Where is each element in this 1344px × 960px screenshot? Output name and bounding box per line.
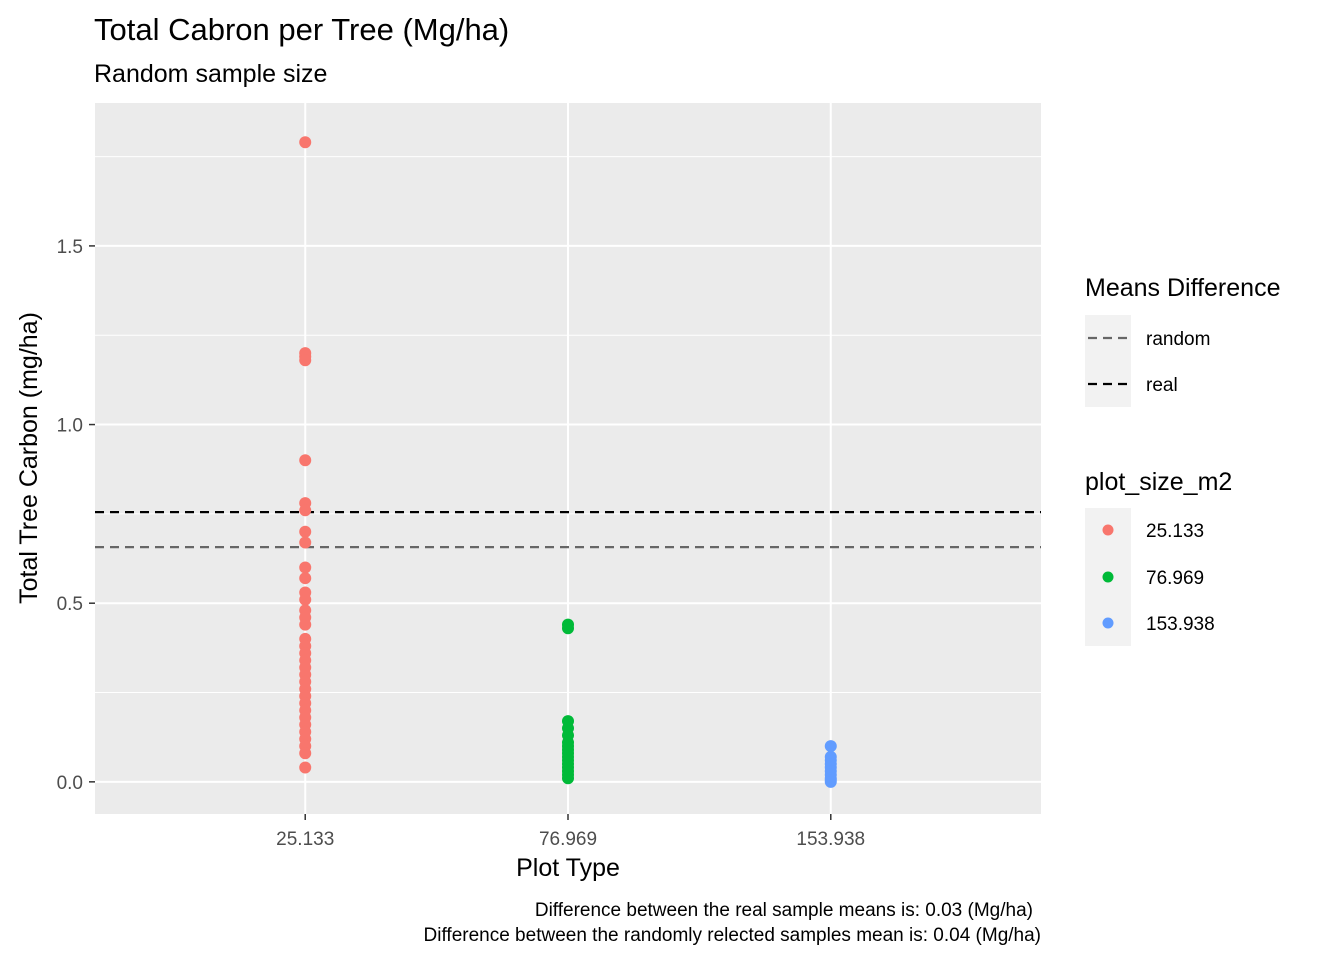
y-tick-label: 1.0 bbox=[57, 416, 83, 437]
data-point bbox=[299, 561, 312, 574]
data-point bbox=[299, 354, 312, 367]
data-point bbox=[299, 136, 312, 149]
x-tick-label: 76.969 bbox=[539, 829, 597, 850]
data-point bbox=[299, 572, 312, 585]
legend-label-25-133: 25.133 bbox=[1146, 521, 1204, 542]
y-tick-label: 1.5 bbox=[57, 237, 83, 258]
mean-lines bbox=[95, 510, 1041, 549]
caption-random-means: Difference between the randomly relected… bbox=[424, 925, 1041, 946]
legend-key-background bbox=[1085, 315, 1131, 407]
legend-label-153-938: 153.938 bbox=[1146, 614, 1215, 635]
data-point bbox=[299, 761, 312, 774]
legend-label-76-969: 76.969 bbox=[1146, 568, 1204, 589]
legend-title-means-difference: Means Difference bbox=[1085, 274, 1280, 302]
data-point bbox=[299, 593, 312, 606]
data-points bbox=[299, 136, 837, 788]
y-tick-label: 0.5 bbox=[57, 594, 83, 615]
x-tick-label: 25.133 bbox=[276, 829, 334, 850]
data-point bbox=[562, 622, 574, 635]
data-point bbox=[299, 536, 312, 549]
legend-label-real: real bbox=[1146, 375, 1178, 396]
x-tick-label: 153.938 bbox=[796, 829, 865, 850]
data-point bbox=[299, 747, 312, 760]
legend-means-difference: Means Difference random real bbox=[1085, 274, 1280, 407]
y-axis-ticks: 0.0 0.5 1.0 1.5 bbox=[57, 237, 95, 794]
legend-title-plot-size: plot_size_m2 bbox=[1085, 468, 1232, 496]
legend-key-25-133 bbox=[1102, 524, 1114, 536]
data-point bbox=[299, 504, 312, 517]
data-point bbox=[299, 525, 312, 538]
data-point bbox=[562, 772, 574, 785]
y-axis-title: Total Tree Carbon (mg/ha) bbox=[15, 312, 43, 604]
legend-key-76-969 bbox=[1102, 571, 1114, 583]
caption-real-means: Difference between the real sample means… bbox=[535, 900, 1033, 921]
x-axis-ticks: 25.133 76.969 153.938 bbox=[276, 814, 865, 850]
chart-subtitle: Random sample size bbox=[94, 60, 327, 88]
data-point bbox=[299, 454, 312, 467]
x-axis-title: Plot Type bbox=[516, 854, 620, 882]
data-point bbox=[824, 775, 837, 788]
data-point bbox=[824, 740, 837, 753]
y-tick-label: 0.0 bbox=[57, 773, 83, 794]
legend-key-153-938 bbox=[1102, 617, 1114, 629]
data-point bbox=[299, 618, 312, 631]
legend-label-random: random bbox=[1146, 329, 1210, 350]
chart-title: Total Cabron per Tree (Mg/ha) bbox=[94, 12, 509, 47]
legend-plot-size: plot_size_m2 25.133 76.969 153.938 bbox=[1085, 468, 1232, 646]
major-gridlines bbox=[95, 103, 1041, 814]
